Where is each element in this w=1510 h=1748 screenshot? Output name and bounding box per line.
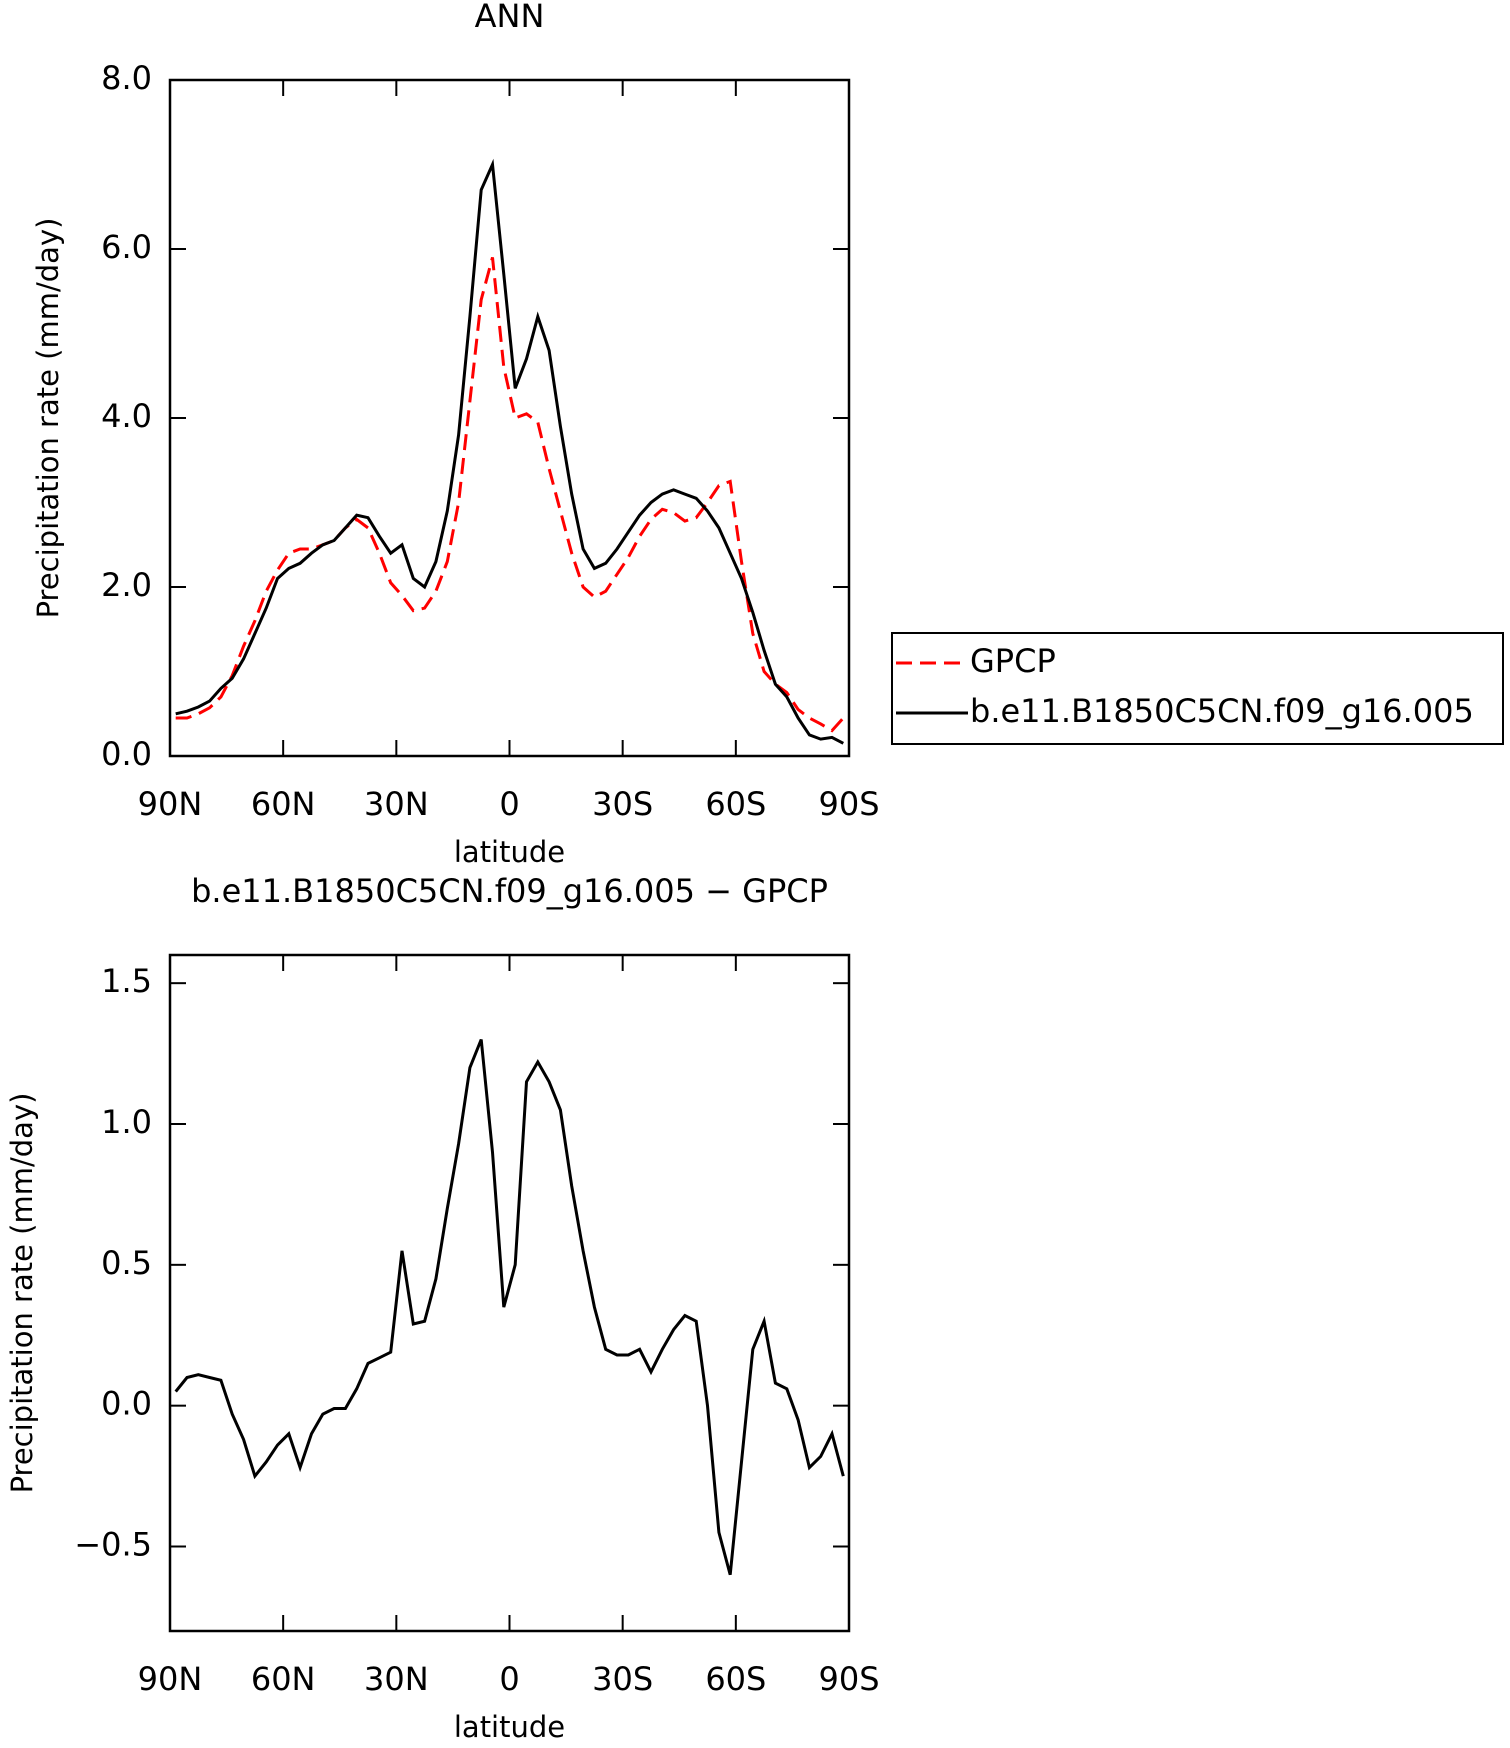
x-tick-label: 30N <box>364 785 429 823</box>
y-axis-label: Precipitation rate (mm/day) <box>31 218 65 619</box>
y-tick-label: 0.5 <box>101 1244 152 1282</box>
y-tick-label: 0.0 <box>101 735 152 773</box>
chart-title: ANN <box>475 0 545 35</box>
x-axis-label: latitude <box>454 1710 565 1744</box>
legend-label: GPCP <box>970 642 1056 680</box>
x-tick-label: 30N <box>364 1660 429 1698</box>
y-tick-label: 4.0 <box>101 397 152 435</box>
x-tick-label: 0 <box>499 785 519 823</box>
y-tick-label: 1.5 <box>101 962 152 1000</box>
y-tick-label: −0.5 <box>74 1526 152 1564</box>
x-tick-label: 60S <box>705 785 766 823</box>
x-tick-label: 0 <box>499 1660 519 1698</box>
legend-label: b.e11.B1850C5CN.f09_g16.005 <box>970 692 1474 730</box>
x-tick-label: 30S <box>592 1660 653 1698</box>
y-tick-label: 2.0 <box>101 566 152 604</box>
x-tick-label: 90S <box>818 1660 879 1698</box>
plot-frame <box>168 78 851 758</box>
y-tick-label: 0.0 <box>101 1385 152 1423</box>
x-tick-label: 60S <box>705 1660 766 1698</box>
x-tick-label: 30S <box>592 785 653 823</box>
y-tick-label: 1.0 <box>101 1103 152 1141</box>
plot-frame <box>168 953 851 1633</box>
series-line <box>174 1038 845 1576</box>
x-tick-label: 60N <box>251 785 316 823</box>
x-tick-label: 90S <box>818 785 879 823</box>
y-axis-label: Precipitation rate (mm/day) <box>5 1093 39 1494</box>
y-tick-label: 6.0 <box>101 228 152 266</box>
x-tick-label: 90N <box>138 1660 203 1698</box>
x-axis-label: latitude <box>454 835 565 869</box>
x-tick-label: 90N <box>138 785 203 823</box>
series-line <box>175 257 845 733</box>
legend-box <box>891 632 1504 745</box>
x-tick-label: 60N <box>251 1660 316 1698</box>
series-line <box>175 158 844 745</box>
chart-title: b.e11.B1850C5CN.f09_g16.005 − GPCP <box>191 872 828 910</box>
y-tick-label: 8.0 <box>101 59 152 97</box>
